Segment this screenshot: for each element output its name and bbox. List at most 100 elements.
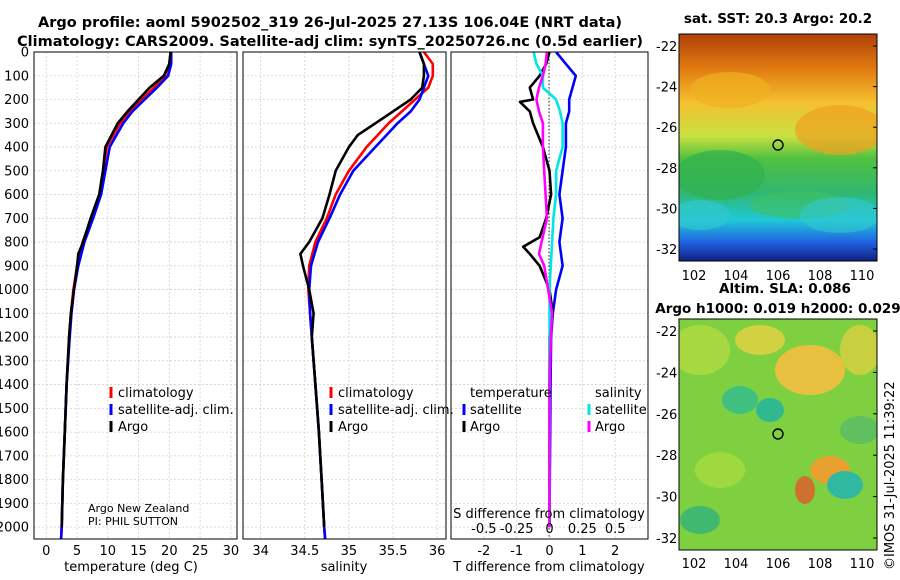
legend3-temp-argo-label: Argo xyxy=(470,420,500,435)
sst-map-title: sat. SST: 20.3 Argo: 20.2 xyxy=(684,11,872,27)
x2-tick-label: 0.5 xyxy=(605,522,626,537)
lat-tick-label: -28 xyxy=(656,449,677,464)
depth-tick-label: 700 xyxy=(4,212,29,227)
title-line1: Argo profile: aoml 5902502_319 26-Jul-20… xyxy=(38,15,622,31)
lat-tick-label: -26 xyxy=(656,408,677,423)
lat-tick-label: -24 xyxy=(656,81,677,96)
lat-tick-label: -24 xyxy=(656,366,677,381)
temperature-panel: 0100200300400500600700800900100011001200… xyxy=(0,46,239,576)
legend3-sal-sat-label: satellite xyxy=(595,403,647,418)
legend-climatology-label: climatology xyxy=(118,386,194,401)
lon-tick-label: 102 xyxy=(682,557,707,572)
depth-tick-label: 1800 xyxy=(0,473,29,488)
x-tick-label: 25 xyxy=(192,544,209,559)
lon-tick-label: 104 xyxy=(724,557,749,572)
depth-tick-label: 200 xyxy=(4,93,29,108)
x-tick-label: 0 xyxy=(42,544,50,559)
lon-tick-label: 106 xyxy=(766,557,791,572)
temperature-axes-frame xyxy=(33,51,238,540)
difference-axes-frame xyxy=(450,51,649,540)
legend3-temp-sat-label: satellite xyxy=(470,403,522,418)
x-tick-label: 0 xyxy=(545,544,553,559)
credit-line2: PI: PHIL SUTTON xyxy=(88,515,178,528)
lat-tick-label: -22 xyxy=(656,325,677,340)
depth-tick-label: 900 xyxy=(4,259,29,274)
x-tick-label: 35.5 xyxy=(379,544,408,559)
legend-satellite-label: satellite-adj. clim. xyxy=(118,403,234,418)
x-tick-label: -2 xyxy=(477,544,490,559)
depth-tick-label: 1100 xyxy=(0,307,29,322)
x-tick-label: 30 xyxy=(223,544,240,559)
series-line-argo xyxy=(299,52,426,528)
legend-argo-label: Argo xyxy=(118,420,148,435)
lat-tick-label: -30 xyxy=(656,202,677,217)
depth-tick-label: 100 xyxy=(4,69,29,84)
legend2-argo-label: Argo xyxy=(338,420,368,435)
depth-tick-label: 1700 xyxy=(0,449,29,464)
x-tick-label: 20 xyxy=(161,544,178,559)
x-tick-label: 36 xyxy=(429,544,446,559)
lat-tick-label: -30 xyxy=(656,491,677,506)
depth-tick-label: 400 xyxy=(4,141,29,156)
depth-tick-label: 1600 xyxy=(0,426,29,441)
imos-timestamp: ©IMOS 31-Jul-2025 11:39:22 xyxy=(883,381,898,570)
depth-tick-label: 1500 xyxy=(0,402,29,417)
series-line-salinity-argo xyxy=(535,52,554,528)
x2-tick-label: 0.25 xyxy=(568,522,597,537)
temperature-xlabel: temperature (deg C) xyxy=(64,560,198,575)
series-line-satellite-adj-clim- xyxy=(307,52,430,539)
depth-tick-label: 1400 xyxy=(0,378,29,393)
lat-tick-label: -32 xyxy=(656,243,677,258)
sst-argo-location-marker xyxy=(772,139,784,151)
x-tick-label: 35 xyxy=(341,544,358,559)
sla-map-title2: Argo h1000: 0.019 h2000: 0.029 xyxy=(655,301,900,317)
lon-tick-label: 104 xyxy=(724,269,749,284)
temperature-legend: climatology satellite-adj. clim. Argo xyxy=(109,386,234,435)
lon-tick-label: 110 xyxy=(850,269,875,284)
title-line2: Climatology: CARS2009. Satellite-adj cli… xyxy=(17,34,643,50)
lon-tick-label: 108 xyxy=(808,557,833,572)
depth-tick-label: 800 xyxy=(4,236,29,251)
depth-tick-label: 1300 xyxy=(0,354,29,369)
depth-tick-label: 500 xyxy=(4,164,29,179)
salinity-axes-frame xyxy=(242,51,447,540)
depth-tick-label: 1900 xyxy=(0,497,29,512)
depth-tick-label: 300 xyxy=(4,117,29,132)
sst-map: sat. SST: 20.3 Argo: 20.2 -22 -24 -26 -28 -3… xyxy=(656,11,878,284)
legend2-climatology-label: climatology xyxy=(338,386,414,401)
s-difference-label: S difference from climatology xyxy=(453,507,645,522)
sla-argo-location-marker xyxy=(772,428,784,440)
x-tick-label: 1 xyxy=(578,544,586,559)
difference-panel: -2 -1 0 1 2 -0.5 -0.25 0 0.25 0.5 S difference f… xyxy=(450,51,649,575)
difference-legend: temperature satellite Argo salinity sate… xyxy=(462,386,647,435)
x2-tick-label: -0.25 xyxy=(500,522,534,537)
x-tick-label: -1 xyxy=(510,544,523,559)
credit-line1: Argo New Zealand xyxy=(88,502,189,515)
depth-tick-label: 1000 xyxy=(0,283,29,298)
x-tick-label: 2 xyxy=(611,544,619,559)
depth-tick-label: 2000 xyxy=(0,521,29,536)
lon-tick-label: 110 xyxy=(850,557,875,572)
legend3-temp-heading: temperature xyxy=(470,386,552,401)
depth-tick-label: 600 xyxy=(4,188,29,203)
lat-tick-label: -26 xyxy=(656,121,677,136)
lon-tick-label: 106 xyxy=(766,269,791,284)
lon-tick-label: 108 xyxy=(808,269,833,284)
sla-map-title1: Altim. SLA: 0.086 xyxy=(719,281,851,297)
depth-tick-label: 1200 xyxy=(0,331,29,346)
x-tick-label: 5 xyxy=(73,544,81,559)
x-tick-label: 34 xyxy=(252,544,269,559)
legend3-sal-argo-label: Argo xyxy=(595,420,625,435)
t-difference-xlabel: T difference from climatology xyxy=(452,560,645,575)
x2-tick-label: -0.5 xyxy=(471,522,496,537)
salinity-xlabel: salinity xyxy=(321,560,368,575)
lat-tick-label: -28 xyxy=(656,162,677,177)
x-tick-label: 15 xyxy=(130,544,147,559)
depth-tick-label: 0 xyxy=(21,46,29,61)
lon-tick-label: 102 xyxy=(682,269,707,284)
legend2-satellite-label: satellite-adj. clim. xyxy=(338,403,454,418)
series-line-argo xyxy=(60,52,172,528)
lat-tick-label: -32 xyxy=(656,532,677,547)
salinity-panel: 34 34.5 35 35.5 36 salinity climatology sate… xyxy=(242,51,454,575)
